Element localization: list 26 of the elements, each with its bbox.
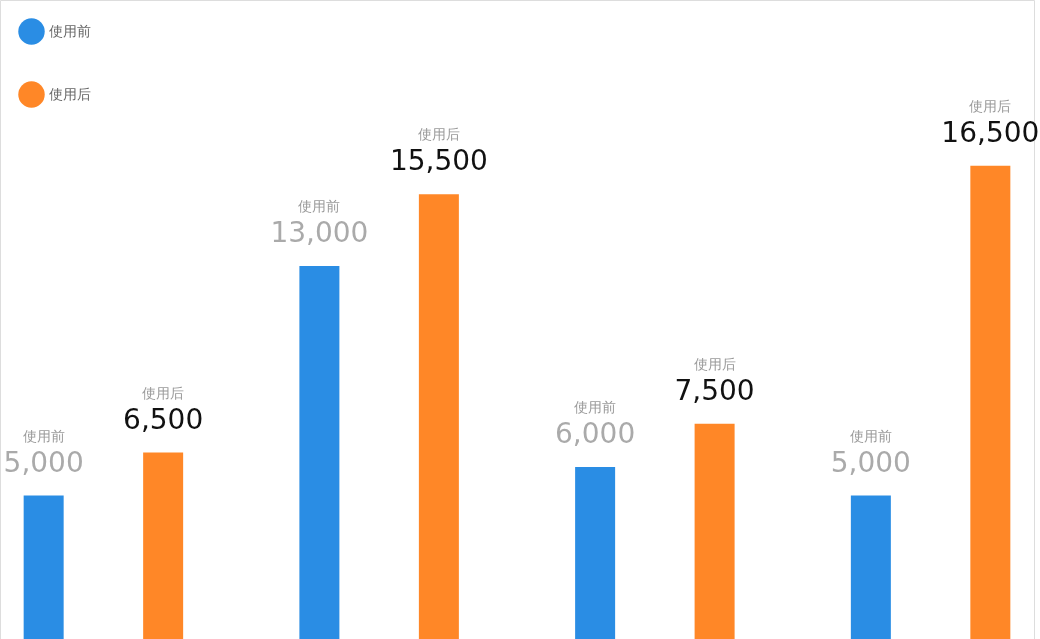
data-label: 7,500 — [674, 373, 755, 407]
text: 使用前 — [298, 198, 341, 215]
text: 使用前 — [849, 427, 892, 444]
legend-label: 使用后 — [49, 85, 91, 102]
data-label: 5,000 — [830, 445, 911, 479]
text: 使用后 — [693, 355, 736, 372]
legend-label: 使用前 — [49, 22, 91, 39]
text: 使用后 — [417, 126, 460, 143]
bar — [299, 266, 340, 639]
bar — [970, 165, 1011, 639]
text: 使用前 — [574, 398, 617, 415]
data-label: 15,500 — [389, 144, 488, 178]
data-label: 6,000 — [555, 416, 636, 450]
bar — [143, 452, 184, 639]
data-label: 16,500 — [941, 115, 1040, 149]
text: 使用前 — [22, 427, 65, 444]
text: 使用后 — [142, 384, 185, 401]
bar — [23, 495, 64, 639]
text: 使用后 — [969, 97, 1012, 114]
bar — [418, 194, 459, 639]
bar — [694, 423, 735, 639]
data-label: 5,000 — [3, 445, 84, 479]
data-label: 6,500 — [123, 402, 204, 436]
bar — [850, 495, 891, 639]
data-label: 13,000 — [270, 216, 369, 250]
bar — [575, 466, 616, 639]
